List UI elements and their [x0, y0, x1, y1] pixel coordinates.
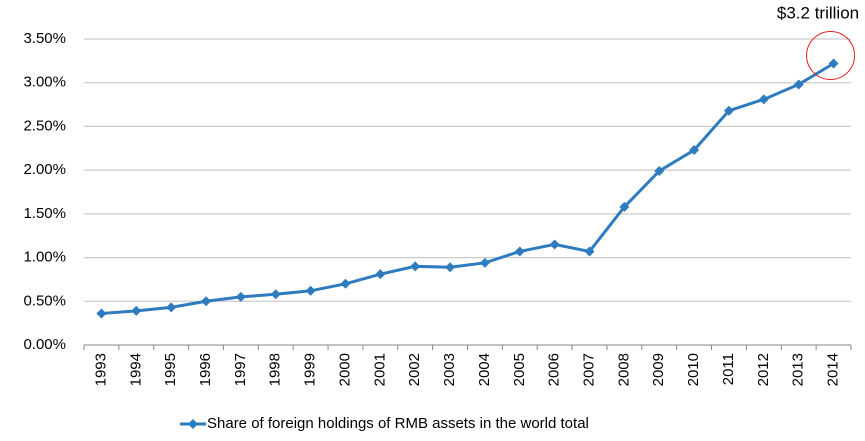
- data-point: [305, 285, 316, 296]
- data-point: [235, 291, 246, 302]
- y-tick-label: 0.50%: [23, 292, 66, 309]
- x-tick-label: 1995: [162, 353, 179, 386]
- y-tick-label: 3.50%: [23, 30, 66, 47]
- data-line: [101, 62, 835, 316]
- data-point: [166, 302, 177, 313]
- x-tick-label: 1996: [197, 353, 214, 386]
- data-point: [758, 94, 769, 105]
- data-point: [689, 145, 700, 156]
- data-point: [96, 308, 107, 319]
- x-tick-label: 1994: [127, 353, 144, 386]
- data-point: [549, 239, 560, 250]
- data-point: [514, 246, 525, 257]
- y-tick-label: 2.00%: [23, 161, 66, 178]
- data-point: [723, 105, 734, 116]
- x-tick-label: 2008: [615, 353, 632, 386]
- data-point: [793, 79, 804, 90]
- x-tick-label: 2000: [336, 353, 353, 386]
- y-tick-label: 1.00%: [23, 249, 66, 266]
- y-tick-label: 0.00%: [23, 336, 66, 353]
- data-point: [828, 58, 839, 69]
- x-tick-label: 2009: [650, 353, 667, 386]
- data-point: [375, 269, 386, 280]
- x-tick-label: 2004: [476, 353, 493, 386]
- data-point: [479, 257, 490, 268]
- x-tick-label: 2003: [441, 353, 458, 386]
- x-tick-label: 2013: [790, 353, 807, 386]
- x-tick-label: 2010: [685, 353, 702, 386]
- x-tick-label: 2012: [755, 353, 772, 386]
- x-tick-label: 2014: [825, 353, 842, 386]
- x-tick-label: 1997: [232, 353, 249, 386]
- data-point: [445, 262, 456, 273]
- data-point: [654, 166, 665, 177]
- data-point: [340, 278, 351, 289]
- x-tick-label: 2002: [406, 353, 423, 386]
- x-tick-label: 2006: [546, 353, 563, 386]
- data-point: [201, 296, 212, 307]
- x-tick-label: 2007: [580, 353, 597, 386]
- annotation: $3.2 trillion: [777, 3, 859, 22]
- legend-marker: [188, 419, 198, 429]
- data-point: [619, 201, 630, 212]
- y-tick-label: 2.50%: [23, 117, 66, 134]
- x-tick-label: 2001: [371, 353, 388, 386]
- data-point: [270, 289, 281, 300]
- data-point: [131, 305, 142, 316]
- legend-label: Share of foreign holdings of RMB assets …: [207, 415, 589, 432]
- y-tick-label: 3.00%: [23, 74, 66, 91]
- highlight-circle: [806, 30, 856, 80]
- x-tick-label: 2005: [511, 353, 528, 386]
- x-tick-label: 1993: [92, 353, 109, 386]
- data-point: [584, 246, 595, 257]
- x-tick-label: 1998: [267, 353, 284, 386]
- x-tick-label: 1999: [302, 353, 319, 386]
- x-tick-label: 2011: [720, 353, 737, 385]
- y-tick-label: 1.50%: [23, 205, 66, 222]
- data-point: [410, 261, 421, 272]
